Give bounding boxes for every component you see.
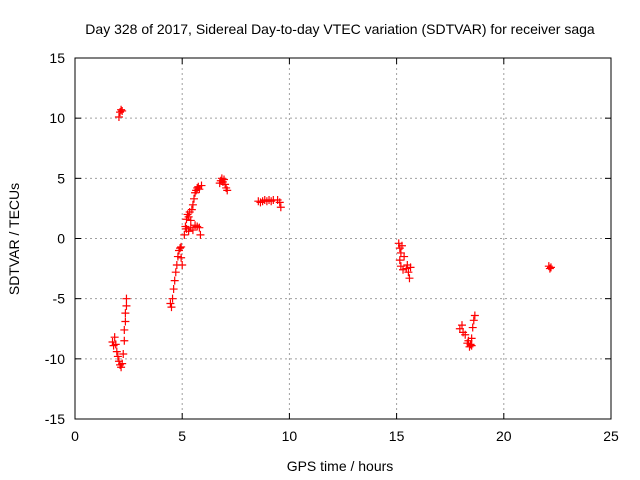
data-point xyxy=(122,294,131,303)
data-point xyxy=(180,230,189,239)
data-point xyxy=(170,276,179,285)
data-point xyxy=(169,285,178,294)
chart-title: Day 328 of 2017, Sidereal Day-to-day VTE… xyxy=(85,21,595,37)
data-point xyxy=(120,336,129,345)
data-point xyxy=(176,244,185,253)
x-tick-label: 5 xyxy=(178,428,186,444)
data-point xyxy=(546,263,555,272)
data-point xyxy=(221,180,230,189)
data-point xyxy=(168,294,177,303)
y-tick-label: 0 xyxy=(57,231,65,247)
x-tick-label: 20 xyxy=(496,428,512,444)
y-tick-label: -5 xyxy=(53,291,66,307)
data-point xyxy=(470,311,479,320)
data-point xyxy=(457,321,466,330)
x-tick-label: 15 xyxy=(389,428,405,444)
data-point xyxy=(177,242,186,251)
data-point xyxy=(469,316,478,325)
data-point xyxy=(545,264,554,273)
data-point xyxy=(196,230,205,239)
data-point xyxy=(167,303,176,312)
data-points xyxy=(108,105,555,372)
data-point xyxy=(404,268,413,277)
data-point xyxy=(267,197,276,206)
data-point xyxy=(120,325,129,334)
y-tick-label: -15 xyxy=(45,411,65,427)
y-tick-label: 15 xyxy=(49,50,65,66)
data-point xyxy=(177,253,186,262)
data-point xyxy=(187,205,196,214)
y-tick-label: 10 xyxy=(49,110,65,126)
data-point xyxy=(110,333,119,342)
data-point xyxy=(466,340,475,349)
data-point xyxy=(121,317,130,326)
data-point xyxy=(113,352,122,361)
data-point xyxy=(197,181,206,190)
data-point xyxy=(461,330,470,339)
data-point xyxy=(188,226,197,235)
y-tick-label: 5 xyxy=(57,170,65,186)
axis-ticks: 0 5 10 15 20 25 -15 -10 -5 0 5 10 15 xyxy=(45,50,619,444)
x-tick-label: 25 xyxy=(603,428,619,444)
data-point xyxy=(118,106,127,115)
data-point xyxy=(467,341,476,350)
data-point xyxy=(405,274,414,283)
data-point xyxy=(121,309,130,318)
data-point xyxy=(400,252,409,261)
data-point xyxy=(117,105,126,114)
data-point xyxy=(223,186,232,195)
data-point xyxy=(395,256,404,265)
grid-lines xyxy=(75,58,611,419)
data-point xyxy=(117,363,126,372)
data-point xyxy=(189,194,198,203)
data-point xyxy=(114,112,123,121)
data-point xyxy=(118,359,127,368)
data-point xyxy=(188,200,197,209)
x-tick-label: 0 xyxy=(71,428,79,444)
x-axis-label: GPS time / hours xyxy=(287,458,394,474)
data-point xyxy=(276,203,285,212)
x-tick-label: 10 xyxy=(282,428,298,444)
data-point xyxy=(468,323,477,332)
data-point xyxy=(112,347,121,356)
data-point xyxy=(111,340,120,349)
data-point xyxy=(119,350,128,359)
data-point xyxy=(186,216,195,225)
data-point xyxy=(171,268,180,277)
data-point xyxy=(122,301,131,310)
data-point xyxy=(193,222,202,231)
data-point xyxy=(220,175,229,184)
data-point xyxy=(166,299,175,308)
data-point xyxy=(406,263,415,272)
data-point xyxy=(195,223,204,232)
data-point xyxy=(467,334,476,343)
data-point xyxy=(275,198,284,207)
data-point xyxy=(397,241,406,250)
y-axis-label: SDTVAR / TECUs xyxy=(6,183,22,295)
y-tick-label: -10 xyxy=(45,351,65,367)
data-point xyxy=(178,260,187,269)
